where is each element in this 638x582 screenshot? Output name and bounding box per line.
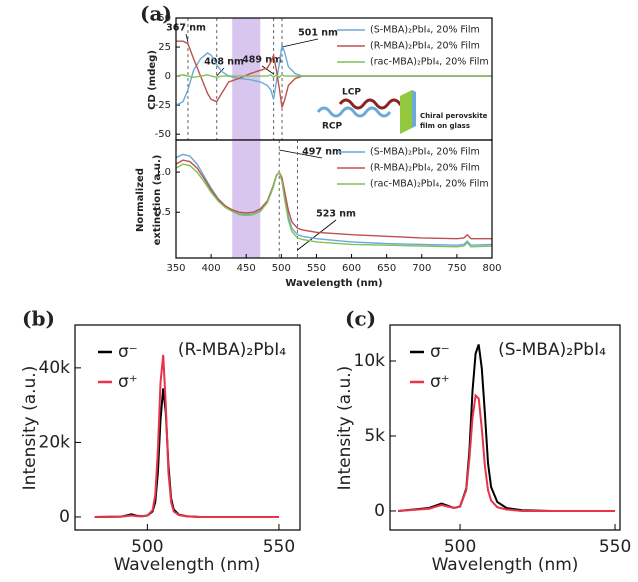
series-line [176, 163, 492, 248]
panel-label: (c) [345, 307, 376, 331]
plot-frame [389, 324, 621, 531]
series-line [398, 344, 615, 512]
glass [412, 90, 416, 128]
series-line [94, 354, 279, 518]
legend-label: σ⁺ [118, 372, 138, 392]
legend-label: σ⁻ [118, 342, 138, 362]
y-tick-label: 0 [374, 501, 385, 521]
annotation: 489 nm [242, 55, 282, 66]
panel: 0 5k 10k 500 550 σ⁻ σ⁺ (c) (S-MBA)₂PbI₄ Wavelengt… [335, 307, 631, 576]
y-tick-label: 40k [39, 358, 71, 378]
legend-label: (R-MBA)₂PbI₄, 20% Film [370, 41, 480, 52]
annotation-arrow [297, 219, 337, 251]
y-tick-label: 50 [158, 13, 171, 24]
x-tick-label: 450 [237, 263, 256, 274]
y-tick-label: -50 [155, 129, 171, 140]
annotation-arrow [279, 149, 323, 159]
x-axis-label: Wavelength (nm) [285, 278, 382, 289]
legend-label: (R-MBA)₂PbI₄, 20% Film [370, 163, 480, 174]
y-tick-label: 1.0 [155, 167, 171, 178]
legend-label: (rac-MBA)₂PbI₄, 20% Film [370, 179, 489, 190]
annotation-arrow [281, 38, 319, 48]
series-line [398, 393, 615, 512]
annotation: 408 nm [204, 57, 244, 68]
annotation-arrow [261, 65, 274, 75]
chart-title: (R-MBA)₂PbI₄ [178, 340, 286, 360]
inset-label: LCP [342, 88, 361, 98]
y-axis-label: Intensity (a.u.) [20, 366, 40, 491]
legend-label: (S-MBA)₂PbI₄, 20% Film [370, 147, 480, 158]
x-tick-label: 650 [377, 263, 396, 274]
x-tick-label: 500 [131, 537, 163, 557]
legend-label: (S-MBA)₂PbI₄, 20% Film [370, 25, 480, 36]
y-tick-label: 0 [165, 71, 171, 82]
annotation: 523 nm [316, 209, 356, 220]
annotation-arrow [185, 33, 189, 43]
annotation: 501 nm [298, 28, 338, 39]
y-tick-label: 0.5 [155, 207, 171, 218]
y-tick-label: 25 [158, 42, 171, 53]
inset-diagram [316, 90, 416, 134]
y-tick-label: 0 [59, 507, 70, 527]
inset-label: film on glass [420, 122, 470, 130]
series-line [176, 44, 492, 106]
rcp-wave [316, 106, 392, 118]
annotation: 497 nm [302, 147, 342, 158]
annotation-arrow [216, 67, 225, 77]
x-tick-label: 400 [202, 263, 221, 274]
panel-label: (b) [22, 307, 55, 331]
x-tick-label: 550 [599, 537, 631, 557]
inset-label: Chiral perovskite [420, 112, 488, 120]
y-tick-label: 20k [39, 432, 71, 452]
x-axis-label: Wavelength (nm) [114, 555, 261, 575]
series-line [94, 388, 279, 518]
legend-label: σ⁻ [430, 342, 450, 362]
x-tick-label: 500 [444, 537, 476, 557]
x-tick-label: 600 [342, 263, 361, 274]
legend-label: (rac-MBA)₂PbI₄, 20% Film [370, 57, 489, 68]
lcp-wave [338, 98, 411, 110]
panel: 0.5 1.0 350 400 450 500 550 600 650 700 750 800 497 … [135, 139, 502, 289]
y-tick-label: -25 [155, 100, 171, 111]
chart-title: (S-MBA)₂PbI₄ [498, 340, 606, 360]
y-axis-label: Normalized [135, 168, 146, 232]
x-tick-label: 350 [166, 263, 185, 274]
x-tick-label: 750 [447, 263, 466, 274]
series-line [176, 73, 492, 79]
inset-label: RCP [322, 122, 343, 132]
highlight-band [232, 140, 261, 258]
y-axis-label: extinction (a.u.) [152, 155, 163, 246]
x-tick-label: 500 [272, 263, 291, 274]
plot-frame [74, 324, 301, 531]
x-tick-label: 550 [263, 537, 295, 557]
y-axis-label: CD (mdeg) [147, 50, 158, 110]
annotation: 367 nm [166, 23, 206, 34]
plot-frame [175, 139, 493, 259]
film [400, 90, 412, 134]
x-tick-label: 800 [482, 263, 501, 274]
x-axis-label: Wavelength (nm) [432, 555, 579, 575]
legend-label: σ⁺ [430, 372, 450, 392]
y-axis-label: Intensity (a.u.) [335, 366, 355, 491]
panel: 0 20k 40k 500 550 σ⁻ σ⁺ (b) (R-MBA)₂PbI₄ Waveleng… [20, 307, 301, 575]
y-tick-label: 10k [354, 351, 386, 371]
y-tick-label: 5k [364, 426, 385, 446]
x-tick-label: 550 [307, 263, 326, 274]
x-tick-label: 700 [412, 263, 431, 274]
panel-label: (a) [140, 2, 172, 26]
